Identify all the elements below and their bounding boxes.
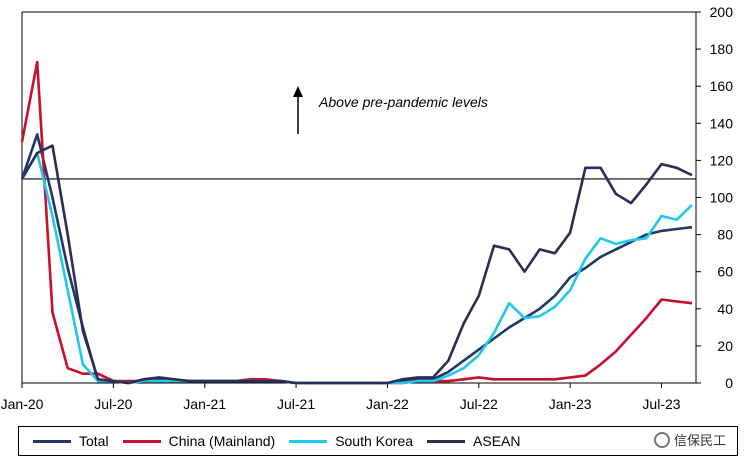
line-chart: 0 20 40 60 80 100 120 140 160 180 200 Jan-20 Jul-20…	[1, 4, 734, 412]
legend-label: China (Mainland)	[168, 433, 276, 449]
y-tick-label: 100	[710, 190, 734, 206]
y-tick-label: 160	[710, 78, 734, 94]
arrow-head	[293, 86, 303, 97]
y-axis-ticks: 0 20 40 60 80 100 120 140 160 180 200	[696, 4, 733, 391]
y-tick-label: 80	[717, 227, 733, 243]
watermark: 信保民工	[649, 429, 730, 450]
y-tick-label: 20	[717, 338, 733, 354]
legend-swatch	[289, 439, 328, 443]
legend-item-total: Total	[19, 433, 109, 449]
y-tick-label: 40	[717, 301, 733, 317]
x-axis-ticks: Jan-20 Jul-20 Jan-21 Jul-21 Jan-22 Jul-22 Jan-…	[1, 383, 681, 412]
x-tick-label: Jan-21	[183, 396, 226, 412]
series-line-south-korea	[20, 151, 693, 385]
x-tick-label: Jul-22	[460, 396, 498, 412]
series-line-total	[20, 133, 693, 385]
legend-item-asean: ASEAN	[413, 433, 521, 449]
legend-item-south-korea: South Korea	[275, 433, 413, 449]
series-line-asean	[20, 144, 693, 385]
y-tick-label: 180	[710, 41, 734, 57]
x-tick-label: Jan-22	[366, 396, 409, 412]
y-tick-label: 200	[710, 4, 734, 20]
legend-label: Total	[79, 433, 109, 449]
y-tick-label: 140	[710, 115, 734, 131]
legend-swatch	[122, 439, 161, 443]
legend-label: South Korea	[335, 433, 414, 449]
x-tick-label: Jan-20	[1, 396, 44, 412]
y-tick-label: 60	[717, 264, 733, 280]
legend-item-china: China (Mainland)	[109, 433, 276, 449]
x-tick-label: Jul-20	[94, 396, 132, 412]
legend-swatch	[33, 439, 71, 443]
annotation-text: Above pre-pandemic levels	[318, 94, 488, 110]
annotation: Above pre-pandemic levels	[293, 86, 488, 134]
x-tick-label: Jan-23	[549, 396, 592, 412]
legend-swatch	[427, 439, 466, 443]
legend-label: ASEAN	[473, 433, 521, 449]
x-tick-label: Jul-21	[277, 396, 315, 412]
watermark-text: 信保民工	[673, 433, 726, 448]
series-line-china-mainland	[20, 60, 693, 385]
series-lines	[20, 60, 693, 385]
y-tick-label: 0	[725, 375, 733, 391]
y-tick-label: 120	[710, 152, 734, 168]
x-tick-label: Jul-23	[642, 396, 680, 412]
legend: Total China (Mainland) South Korea ASEAN	[18, 426, 738, 456]
wechat-icon	[653, 431, 670, 448]
